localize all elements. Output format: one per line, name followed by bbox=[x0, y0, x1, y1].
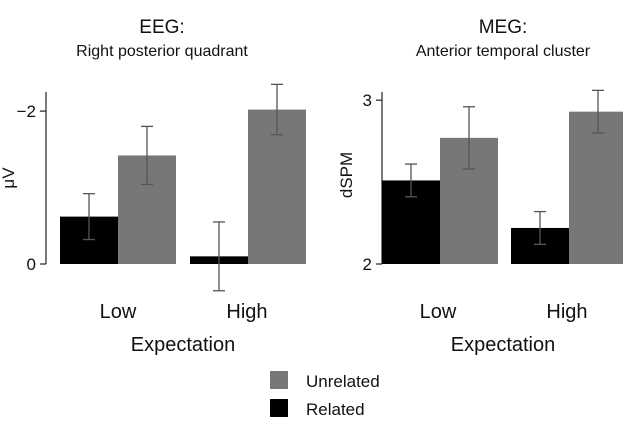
eeg-errorbar-related-low bbox=[83, 193, 95, 241]
eeg-ylabel: μV bbox=[0, 167, 18, 189]
eeg-errorbar-related-high bbox=[213, 221, 225, 292]
meg-cat-high: High bbox=[546, 301, 587, 323]
eeg-title: EEG: bbox=[139, 17, 184, 38]
eeg-cat-high: High bbox=[226, 301, 267, 323]
eeg-cat-low: Low bbox=[100, 301, 137, 323]
meg-errorbar-unrelated-high bbox=[592, 89, 604, 134]
legend-label-related: Related bbox=[306, 400, 365, 419]
eeg-bars bbox=[60, 83, 306, 292]
eeg-y-tick-label-1: −2 bbox=[17, 102, 36, 121]
eeg-panel: EEG: Right posterior quadrant μV 0 −2 Low… bbox=[0, 17, 306, 356]
legend-label-unrelated: Unrelated bbox=[306, 372, 380, 391]
meg-panel: MEG: Anterior temporal cluster dSPM 23 L… bbox=[337, 17, 623, 356]
meg-bar-unrelated-high bbox=[569, 111, 623, 265]
eeg-subtitle: Right posterior quadrant bbox=[76, 43, 248, 60]
meg-y-ticks: 23 bbox=[363, 91, 382, 274]
eeg-xlabel: Expectation bbox=[131, 334, 236, 356]
eeg-errorbar-unrelated-high bbox=[271, 83, 283, 136]
meg-title: MEG: bbox=[479, 17, 528, 38]
meg-errorbar-related-high bbox=[534, 210, 546, 245]
meg-xlabel: Expectation bbox=[451, 334, 556, 356]
meg-cat-low: Low bbox=[420, 301, 457, 323]
meg-y-tick-label-0: 2 bbox=[363, 255, 372, 274]
meg-subtitle: Anterior temporal cluster bbox=[416, 43, 591, 60]
meg-errorbar-related-low bbox=[405, 163, 417, 198]
eeg-errorbar-unrelated-low bbox=[141, 125, 153, 186]
legend-swatch-unrelated bbox=[270, 371, 288, 389]
meg-bars bbox=[382, 89, 623, 265]
eeg-y-ticks: 0 −2 bbox=[17, 102, 46, 274]
meg-y-tick-label-1: 3 bbox=[363, 91, 372, 110]
meg-errorbar-unrelated-low bbox=[463, 106, 475, 170]
legend-swatch-related bbox=[270, 399, 288, 417]
legend: Unrelated Related bbox=[270, 371, 380, 419]
meg-ylabel: dSPM bbox=[337, 152, 356, 198]
eeg-y-tick-label-0: 0 bbox=[27, 255, 36, 274]
